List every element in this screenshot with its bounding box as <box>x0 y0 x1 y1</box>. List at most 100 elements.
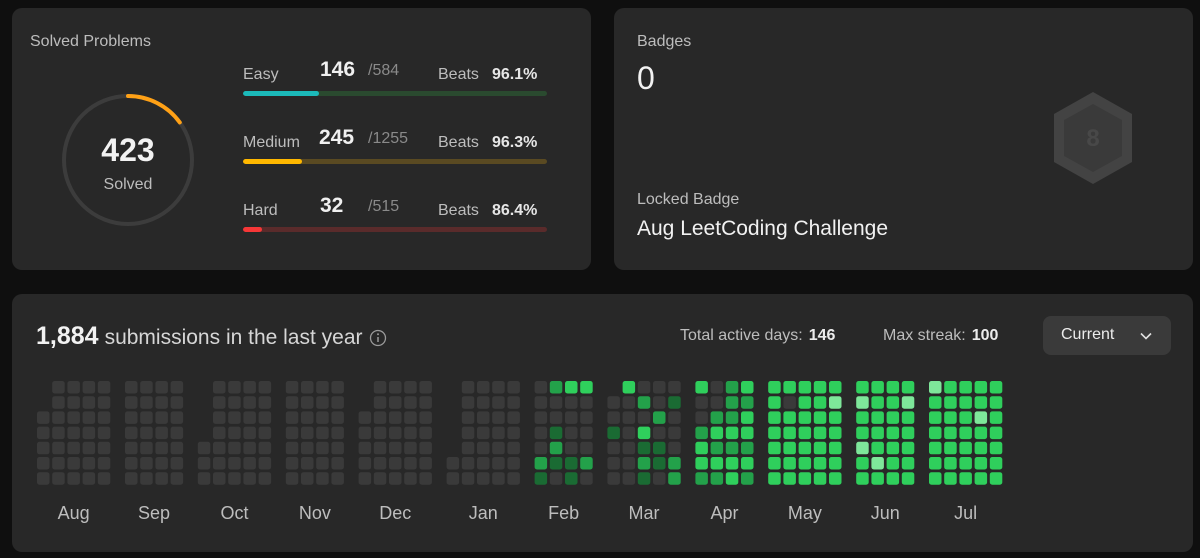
heatmap-day-cell[interactable] <box>607 457 620 470</box>
heatmap-day-cell[interactable] <box>607 396 620 409</box>
heatmap-day-cell[interactable] <box>871 457 884 470</box>
heatmap-day-cell[interactable] <box>856 441 869 455</box>
heatmap-day-cell[interactable] <box>534 457 548 470</box>
heatmap-day-cell[interactable] <box>798 472 812 485</box>
heatmap-day-cell[interactable] <box>622 381 636 394</box>
heatmap-day-cell[interactable] <box>725 457 739 470</box>
heatmap-day-cell[interactable] <box>695 441 708 455</box>
heatmap-day-cell[interactable] <box>580 381 593 394</box>
heatmap-day-cell[interactable] <box>285 472 299 485</box>
heatmap-day-cell[interactable] <box>258 396 272 409</box>
heatmap-day-cell[interactable] <box>622 457 636 470</box>
heatmap-day-cell[interactable] <box>243 411 256 424</box>
heatmap-day-cell[interactable] <box>125 411 138 424</box>
heatmap-day-cell[interactable] <box>140 472 153 485</box>
heatmap-day-cell[interactable] <box>959 426 972 440</box>
heatmap-day-cell[interactable] <box>213 426 226 440</box>
heatmap-day-cell[interactable] <box>331 472 344 485</box>
heatmap-day-cell[interactable] <box>301 457 314 470</box>
heatmap-day-cell[interactable] <box>829 472 842 485</box>
heatmap-day-cell[interactable] <box>82 411 96 424</box>
heatmap-day-cell[interactable] <box>989 426 1003 440</box>
heatmap-day-cell[interactable] <box>170 472 184 485</box>
heatmap-day-cell[interactable] <box>67 396 80 409</box>
heatmap-day-cell[interactable] <box>67 441 80 455</box>
heatmap-day-cell[interactable] <box>37 457 50 470</box>
heatmap-day-cell[interactable] <box>358 441 372 455</box>
heatmap-day-cell[interactable] <box>668 411 681 424</box>
heatmap-day-cell[interactable] <box>829 411 842 424</box>
heatmap-day-cell[interactable] <box>419 457 432 470</box>
heatmap-day-cell[interactable] <box>798 426 812 440</box>
heatmap-day-cell[interactable] <box>565 441 578 455</box>
heatmap-day-cell[interactable] <box>243 426 256 440</box>
heatmap-day-cell[interactable] <box>534 472 548 485</box>
heatmap-day-cell[interactable] <box>419 472 432 485</box>
heatmap-day-cell[interactable] <box>695 457 708 470</box>
heatmap-day-cell[interactable] <box>285 441 299 455</box>
heatmap-day-cell[interactable] <box>944 396 957 409</box>
heatmap-day-cell[interactable] <box>52 381 65 394</box>
heatmap-day-cell[interactable] <box>768 411 781 424</box>
heatmap-day-cell[interactable] <box>97 457 111 470</box>
heatmap-day-cell[interactable] <box>798 396 812 409</box>
heatmap-day-cell[interactable] <box>856 457 869 470</box>
heatmap-day-cell[interactable] <box>871 472 884 485</box>
heatmap-day-cell[interactable] <box>944 472 957 485</box>
heatmap-day-cell[interactable] <box>886 472 900 485</box>
heatmap-day-cell[interactable] <box>170 441 184 455</box>
heatmap-day-cell[interactable] <box>125 457 138 470</box>
heatmap-day-cell[interactable] <box>798 441 812 455</box>
heatmap-day-cell[interactable] <box>228 426 241 440</box>
heatmap-day-cell[interactable] <box>52 472 65 485</box>
locked-badge-name[interactable]: Aug LeetCoding Challenge <box>637 217 889 240</box>
heatmap-day-cell[interactable] <box>82 396 96 409</box>
heatmap-day-cell[interactable] <box>565 396 578 409</box>
heatmap-day-cell[interactable] <box>170 381 184 394</box>
info-icon[interactable] <box>369 329 387 347</box>
heatmap-day-cell[interactable] <box>637 411 651 424</box>
heatmap-day-cell[interactable] <box>389 411 402 424</box>
heatmap-day-cell[interactable] <box>637 441 651 455</box>
heatmap-day-cell[interactable] <box>856 472 869 485</box>
heatmap-day-cell[interactable] <box>813 472 827 485</box>
heatmap-day-cell[interactable] <box>331 396 344 409</box>
heatmap-day-cell[interactable] <box>768 457 781 470</box>
heatmap-day-cell[interactable] <box>461 396 475 409</box>
heatmap-day-cell[interactable] <box>668 441 681 455</box>
heatmap-day-cell[interactable] <box>768 381 781 394</box>
heatmap-day-cell[interactable] <box>258 381 272 394</box>
heatmap-day-cell[interactable] <box>974 411 988 424</box>
heatmap-day-cell[interactable] <box>607 426 620 440</box>
heatmap-day-cell[interactable] <box>637 457 651 470</box>
heatmap-day-cell[interactable] <box>228 457 241 470</box>
heatmap-day-cell[interactable] <box>959 381 972 394</box>
heatmap-day-cell[interactable] <box>534 381 548 394</box>
heatmap-day-cell[interactable] <box>856 396 869 409</box>
heatmap-day-cell[interactable] <box>783 441 796 455</box>
heatmap-day-cell[interactable] <box>140 396 153 409</box>
heatmap-day-cell[interactable] <box>492 441 505 455</box>
heatmap-day-cell[interactable] <box>580 411 593 424</box>
heatmap-day-cell[interactable] <box>419 441 432 455</box>
heatmap-day-cell[interactable] <box>125 396 138 409</box>
heatmap-day-cell[interactable] <box>373 472 387 485</box>
heatmap-day-cell[interactable] <box>653 472 666 485</box>
heatmap-day-cell[interactable] <box>446 472 460 485</box>
heatmap-day-cell[interactable] <box>461 472 475 485</box>
heatmap-day-cell[interactable] <box>155 426 168 440</box>
heatmap-day-cell[interactable] <box>97 381 111 394</box>
heatmap-day-cell[interactable] <box>886 411 900 424</box>
heatmap-day-cell[interactable] <box>492 396 505 409</box>
heatmap-day-cell[interactable] <box>695 396 708 409</box>
heatmap-day-cell[interactable] <box>710 457 724 470</box>
heatmap-day-cell[interactable] <box>507 472 520 485</box>
heatmap-day-cell[interactable] <box>301 396 314 409</box>
heatmap-day-cell[interactable] <box>52 441 65 455</box>
heatmap-day-cell[interactable] <box>534 396 548 409</box>
heatmap-day-cell[interactable] <box>637 472 651 485</box>
heatmap-day-cell[interactable] <box>213 381 226 394</box>
heatmap-day-cell[interactable] <box>725 411 739 424</box>
heatmap-day-cell[interactable] <box>477 426 490 440</box>
heatmap-day-cell[interactable] <box>373 381 387 394</box>
